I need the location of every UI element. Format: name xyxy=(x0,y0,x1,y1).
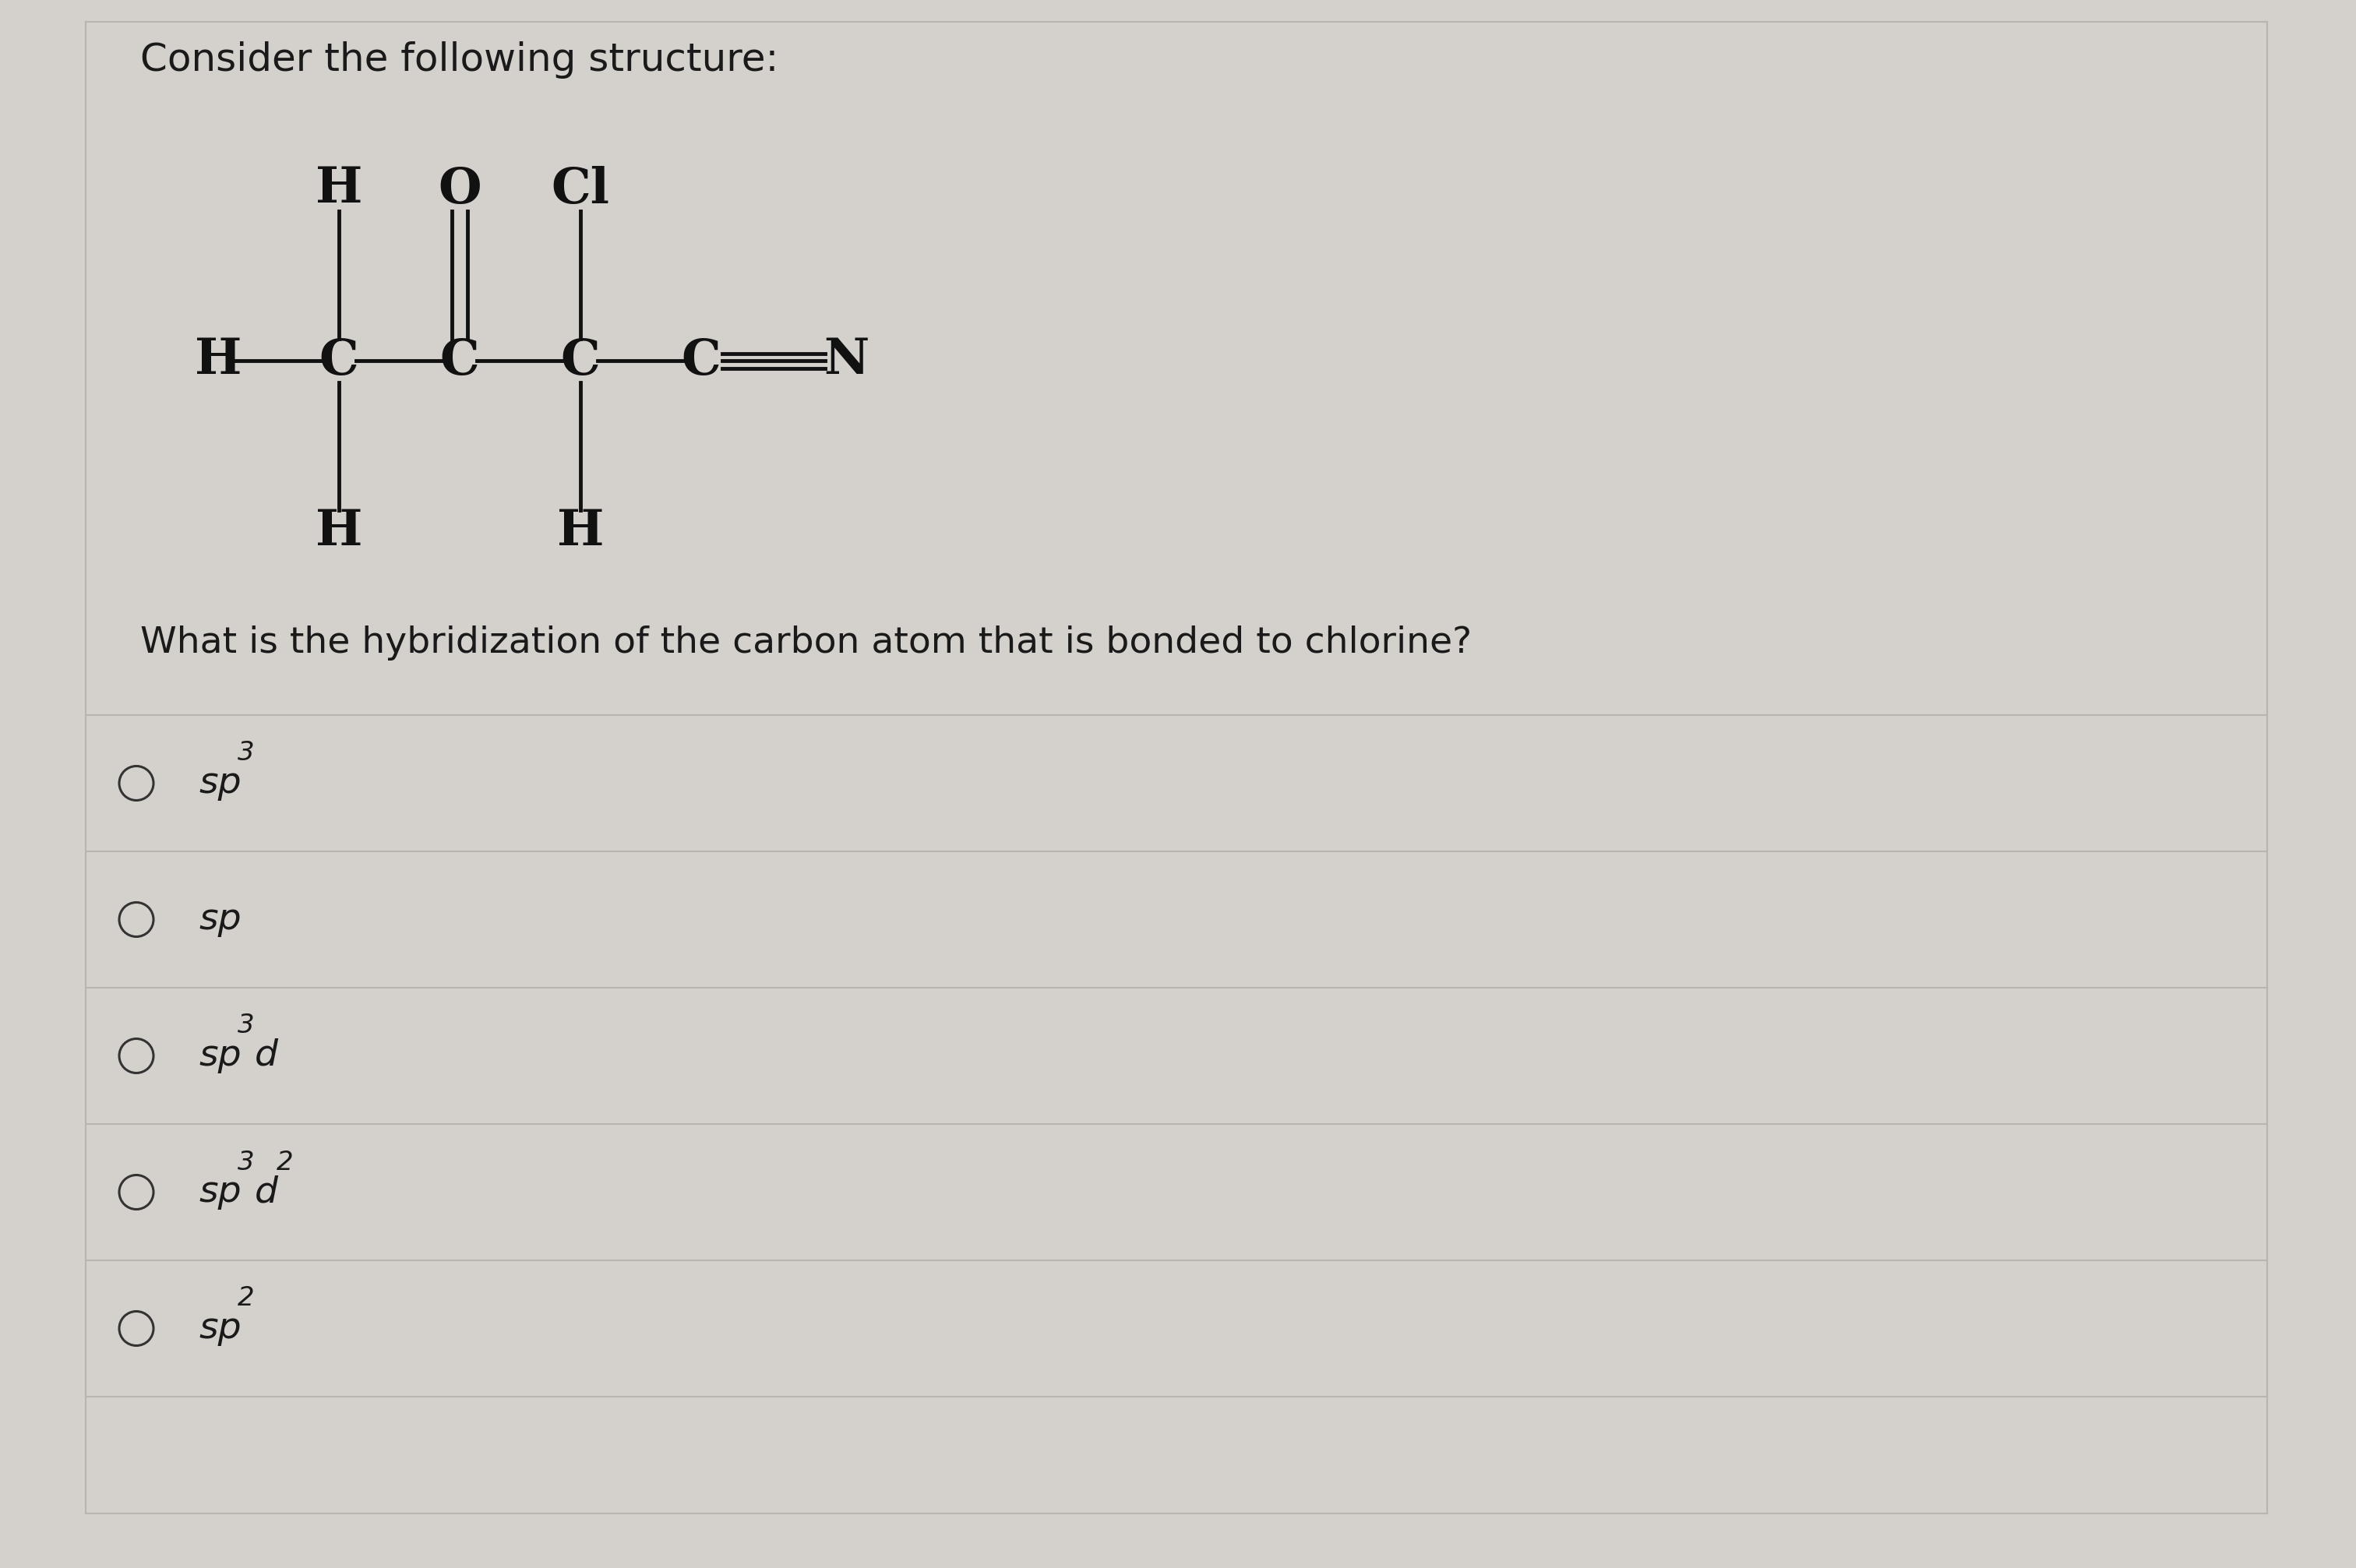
Text: 3: 3 xyxy=(238,740,254,767)
Text: 3: 3 xyxy=(238,1013,254,1038)
Text: sp: sp xyxy=(198,765,240,801)
Text: Consider the following structure:: Consider the following structure: xyxy=(141,41,777,78)
Text: H: H xyxy=(196,337,243,384)
Text: C: C xyxy=(681,337,721,384)
Text: sp: sp xyxy=(198,1311,240,1345)
Text: C: C xyxy=(441,337,478,384)
Text: d: d xyxy=(254,1038,278,1074)
Text: H: H xyxy=(556,508,603,555)
Text: 2: 2 xyxy=(276,1149,294,1174)
Text: N: N xyxy=(822,337,869,384)
Text: H: H xyxy=(316,166,363,213)
Text: What is the hybridization of the carbon atom that is bonded to chlorine?: What is the hybridization of the carbon … xyxy=(141,626,1472,660)
Text: O: O xyxy=(438,166,481,213)
Text: sp: sp xyxy=(198,902,240,938)
Text: Cl: Cl xyxy=(551,166,610,213)
Text: d: d xyxy=(254,1174,278,1209)
Text: C: C xyxy=(318,337,358,384)
Text: C: C xyxy=(561,337,601,384)
Text: H: H xyxy=(316,508,363,555)
Text: 3: 3 xyxy=(238,1149,254,1174)
Text: sp: sp xyxy=(198,1174,240,1209)
Text: sp: sp xyxy=(198,1038,240,1074)
Text: 2: 2 xyxy=(238,1286,254,1311)
